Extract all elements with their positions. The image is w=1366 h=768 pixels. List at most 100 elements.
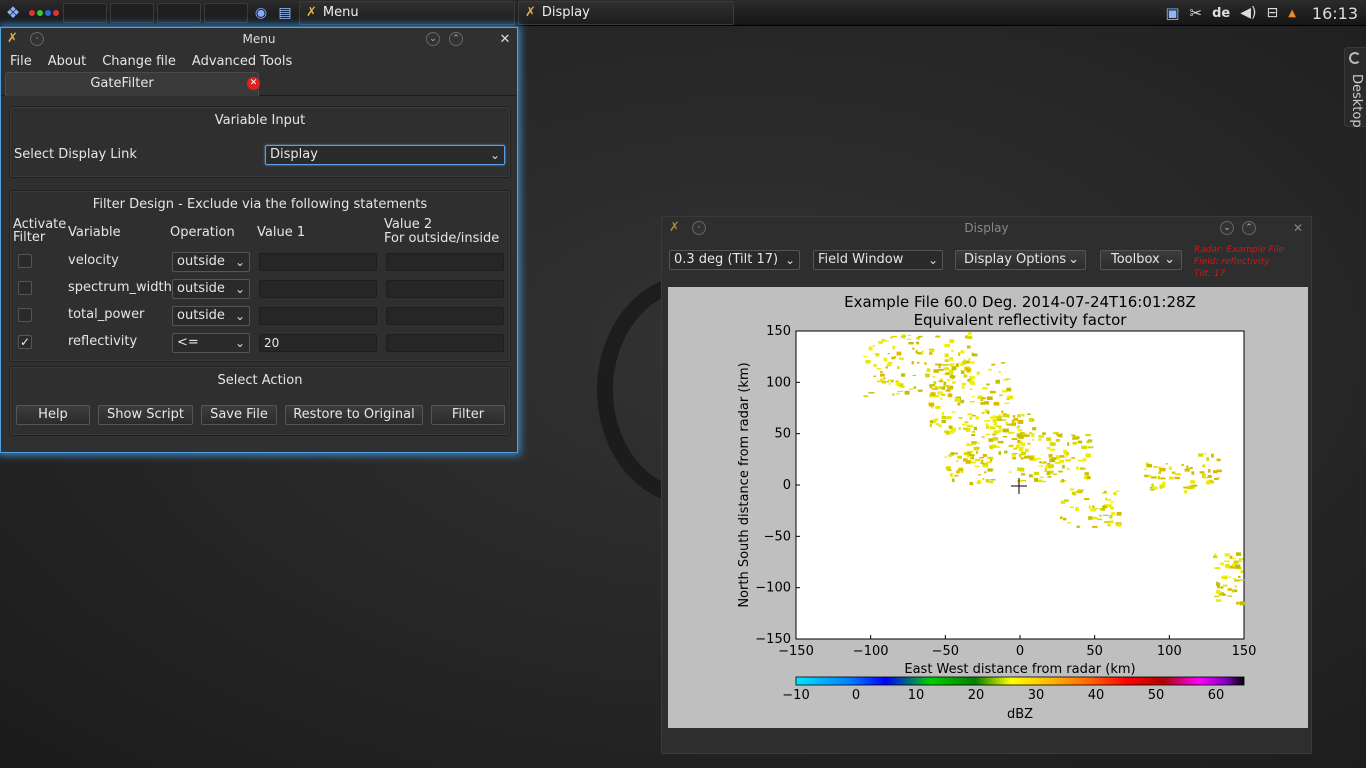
operation-select[interactable]: outside ⌄ <box>172 252 250 272</box>
activate-filter-checkbox[interactable] <box>18 281 32 295</box>
pager-desktop-1[interactable] <box>63 2 107 23</box>
pager-desktop-4[interactable] <box>204 2 248 23</box>
value2-input[interactable] <box>386 334 504 352</box>
echo-cell <box>1059 433 1063 436</box>
clipboard-icon[interactable]: ▣ <box>1165 4 1180 22</box>
activate-filter-checkbox[interactable] <box>18 308 32 322</box>
echo-cell <box>1020 451 1026 456</box>
task-display[interactable]: ✗ Display <box>518 0 734 25</box>
echo-cell <box>963 427 968 430</box>
close-icon[interactable]: ✕ <box>1292 221 1304 235</box>
minimize-icon[interactable]: ⌄ <box>1220 221 1234 235</box>
display-titlebar[interactable]: ✗ · Display ⌄ ⌃ ✕ <box>662 217 1311 239</box>
header-activate-line1: Activate <box>13 217 67 232</box>
operation-select[interactable]: outside ⌄ <box>172 279 250 299</box>
chevron-down-icon: ⌄ <box>234 309 245 323</box>
echo-cell <box>1168 466 1172 470</box>
select-action-group: Select Action Help Show Script Save File… <box>9 366 511 436</box>
menu-titlebar[interactable]: ✗ · Menu ⌄ ⌃ ✕ <box>1 28 517 50</box>
tools-icon[interactable]: ✂ <box>1189 4 1203 22</box>
echo-cell <box>901 335 906 338</box>
clock[interactable]: 16:13 <box>1311 3 1358 23</box>
value1-input[interactable]: 20 <box>259 334 377 352</box>
desktop-pager[interactable] <box>63 2 248 23</box>
save-file-button[interactable]: Save File <box>201 405 277 425</box>
show-script-button[interactable]: Show Script <box>98 405 193 425</box>
display-link-select[interactable]: Display ⌄ <box>265 145 505 165</box>
maximize-icon[interactable]: ⌃ <box>449 32 463 46</box>
echo-cell <box>878 340 883 344</box>
echo-cell <box>1202 465 1205 467</box>
menu-change-file[interactable]: Change file <box>102 53 176 69</box>
echo-cell <box>1021 467 1025 472</box>
radar-plot-canvas[interactable]: Example File 60.0 Deg. 2014-07-24T16:01:… <box>668 287 1308 728</box>
menu-about[interactable]: About <box>47 53 87 69</box>
value2-input[interactable] <box>386 253 504 271</box>
echo-cell <box>1111 512 1115 516</box>
menu-advanced-tools[interactable]: Advanced Tools <box>191 53 293 69</box>
x-app-icon[interactable]: ✗ <box>7 31 18 46</box>
value2-input[interactable] <box>386 280 504 298</box>
menu-file[interactable]: File <box>10 53 32 69</box>
filter-button[interactable]: Filter <box>431 405 505 425</box>
echo-cell <box>932 388 937 390</box>
echo-cell <box>1046 446 1051 450</box>
notifications-arrow-icon[interactable]: ▲ <box>1288 7 1296 19</box>
echo-cell <box>949 375 956 379</box>
operation-select[interactable]: outside ⌄ <box>172 306 250 326</box>
minimize-icon[interactable]: ⌄ <box>426 32 440 46</box>
echo-cell <box>969 388 973 390</box>
maximize-icon[interactable]: ⌃ <box>1242 221 1256 235</box>
activate-filter-checkbox[interactable] <box>18 254 32 268</box>
display-options-button[interactable]: Display Options ⌄ <box>955 250 1086 270</box>
network-icon[interactable]: ⊟ <box>1266 5 1279 21</box>
echo-cell <box>929 352 933 355</box>
close-icon[interactable]: ✕ <box>499 31 511 47</box>
tilt-select[interactable]: 0.3 deg (Tilt 17) ⌄ <box>669 250 800 270</box>
file-manager-icon[interactable]: ▤ <box>278 4 292 21</box>
task-menu[interactable]: ✗ Menu <box>299 0 515 25</box>
browser-icon[interactable]: ◉ <box>254 4 268 21</box>
menu-button-icon[interactable]: · <box>692 221 706 235</box>
echo-cell <box>957 467 964 472</box>
x-tick-label: 100 <box>1157 644 1182 659</box>
echo-cell <box>1092 525 1098 528</box>
application-launcher-icon[interactable]: ❖ <box>5 3 21 22</box>
echo-cell <box>970 456 974 460</box>
keyboard-layout[interactable]: de <box>1212 5 1231 21</box>
echo-cell <box>998 427 1003 430</box>
echo-cell <box>1011 454 1016 457</box>
value1-input[interactable] <box>259 280 377 298</box>
restore-original-button[interactable]: Restore to Original <box>285 405 423 425</box>
echo-cell <box>1037 479 1043 483</box>
echo-cell <box>943 381 947 386</box>
echo-cell <box>937 391 943 395</box>
echo-cell <box>1102 492 1107 494</box>
close-tab-icon[interactable]: ✕ <box>247 77 260 90</box>
echo-cell <box>1203 477 1209 479</box>
help-button[interactable]: Help <box>16 405 90 425</box>
echo-cell <box>1239 558 1244 561</box>
desktop-toolbox-tab[interactable]: Desktop <box>1344 47 1366 128</box>
echo-cell <box>1047 470 1050 473</box>
pager-desktop-2[interactable] <box>110 2 154 23</box>
echo-cell <box>863 395 868 397</box>
toolbox-button[interactable]: Toolbox ⌄ <box>1100 250 1182 270</box>
field-window-select[interactable]: Field Window ⌄ <box>813 250 943 270</box>
echo-cell <box>986 396 993 400</box>
echo-cell <box>1018 454 1022 457</box>
echo-cell <box>1054 432 1057 435</box>
volume-icon[interactable]: ◀) <box>1240 5 1257 21</box>
activate-filter-checkbox[interactable]: ✓ <box>18 335 32 349</box>
value1-input[interactable] <box>259 253 377 271</box>
value2-input[interactable] <box>386 307 504 325</box>
pager-desktop-3[interactable] <box>157 2 201 23</box>
echo-cell <box>1208 479 1213 483</box>
operation-select[interactable]: <= ⌄ <box>172 333 250 353</box>
value1-input[interactable] <box>259 307 377 325</box>
menu-button-icon[interactable]: · <box>30 32 44 46</box>
x-app-icon[interactable]: ✗ <box>669 220 680 235</box>
echo-cell <box>996 425 1002 427</box>
tab-gatefilter[interactable]: GateFilter ✕ <box>5 72 260 96</box>
echo-cell <box>1002 413 1007 417</box>
